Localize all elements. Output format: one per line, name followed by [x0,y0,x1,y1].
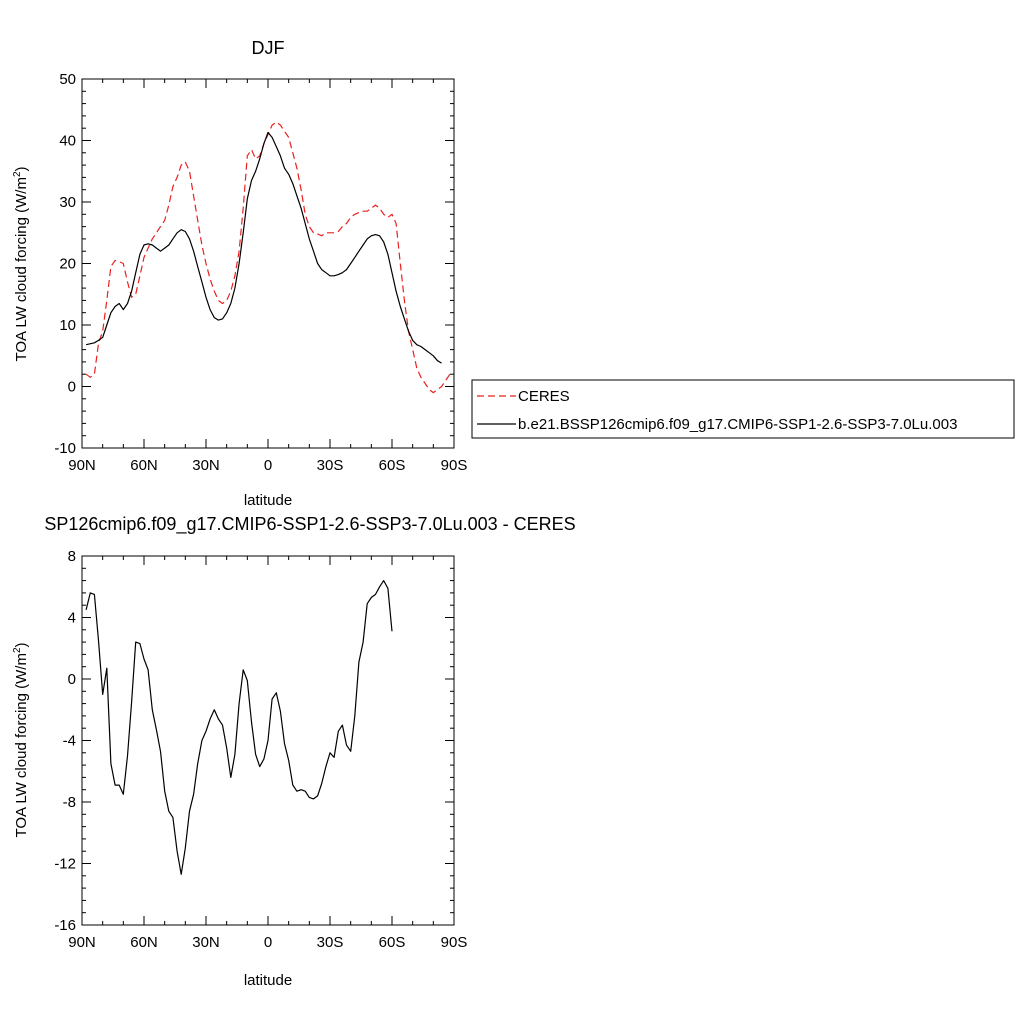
y-tick-label: 40 [59,133,76,150]
x-tick-label: 90S [441,457,468,474]
series-line-0-0 [85,121,451,394]
y-tick-label: -12 [54,856,76,873]
series-line-1-0 [85,580,393,875]
y-tick-label: -16 [54,917,76,934]
y-tick-label: 0 [68,379,76,396]
legend: CERES b.e21.BSSP126cmip6.f09_g17.CMIP6-S… [471,379,1015,439]
bottom-chart-series [85,580,393,875]
bottom-chart-ylabel-sup: 2 [12,647,23,653]
bottom-chart-ylabel-end: ) [13,642,30,647]
series-line-0-1 [85,131,442,364]
top-chart-series [85,121,451,394]
top-chart-frame [81,78,455,449]
x-tick-label: 90N [68,934,96,951]
top-chart-ticks: -10 0 10 20 30 40 50 90N 60N 30N 0 30S 60S 90S [54,71,467,474]
x-tick-label: 90N [68,457,96,474]
bottom-chart-ylabel-main: TOA LW cloud forcing (W/m [13,653,30,838]
x-tick-label: 60N [130,457,158,474]
y-tick-label: 20 [59,256,76,273]
bottom-chart-xlabel: latitude [244,972,292,989]
x-tick-label: 0 [264,457,272,474]
x-tick-label: 60S [379,457,406,474]
x-tick-label: 90S [441,934,468,951]
x-tick-label: 0 [264,934,272,951]
top-chart: DJF -10 0 10 20 30 40 50 90N 60N 30N 0 30S 60S 90S la… [12,38,467,509]
top-chart-ylabel-main: TOA LW cloud forcing (W/m [13,177,30,362]
bottom-chart: SP126cmip6.f09_g17.CMIP6-SSP1-2.6-SSP3-7… [12,514,576,989]
y-tick-label: 0 [68,671,76,688]
bottom-chart-title: SP126cmip6.f09_g17.CMIP6-SSP1-2.6-SSP3-7… [44,514,575,535]
y-tick-label: 4 [68,610,76,627]
top-chart-title: DJF [252,38,285,58]
x-tick-label: 30N [192,934,220,951]
x-tick-label: 30S [317,457,344,474]
y-tick-label: 10 [59,317,76,334]
legend-label-model: b.e21.BSSP126cmip6.f09_g17.CMIP6-SSP1-2.… [518,416,957,433]
y-tick-label: 8 [68,548,76,565]
top-chart-ylabel-end: ) [13,166,30,171]
x-tick-label: 30N [192,457,220,474]
bottom-chart-ylabel: TOA LW cloud forcing (W/m2) [12,642,30,837]
y-tick-label: -10 [54,440,76,457]
y-tick-label: 30 [59,194,76,211]
y-tick-label: -8 [63,794,76,811]
x-tick-label: 30S [317,934,344,951]
top-chart-ylabel-sup: 2 [12,171,23,177]
legend-box [471,379,1015,439]
y-tick-label: 50 [59,71,76,88]
legend-label-ceres: CERES [518,388,570,405]
top-chart-xlabel: latitude [244,492,292,509]
x-tick-label: 60S [379,934,406,951]
top-chart-ylabel: TOA LW cloud forcing (W/m2) [12,166,30,361]
bottom-chart-frame [81,555,455,926]
x-tick-label: 60N [130,934,158,951]
y-tick-label: -4 [63,733,76,750]
bottom-chart-ticks: -16 -12 -8 -4 0 4 8 90N 60N 30N 0 30S 60S 90S [54,548,467,951]
